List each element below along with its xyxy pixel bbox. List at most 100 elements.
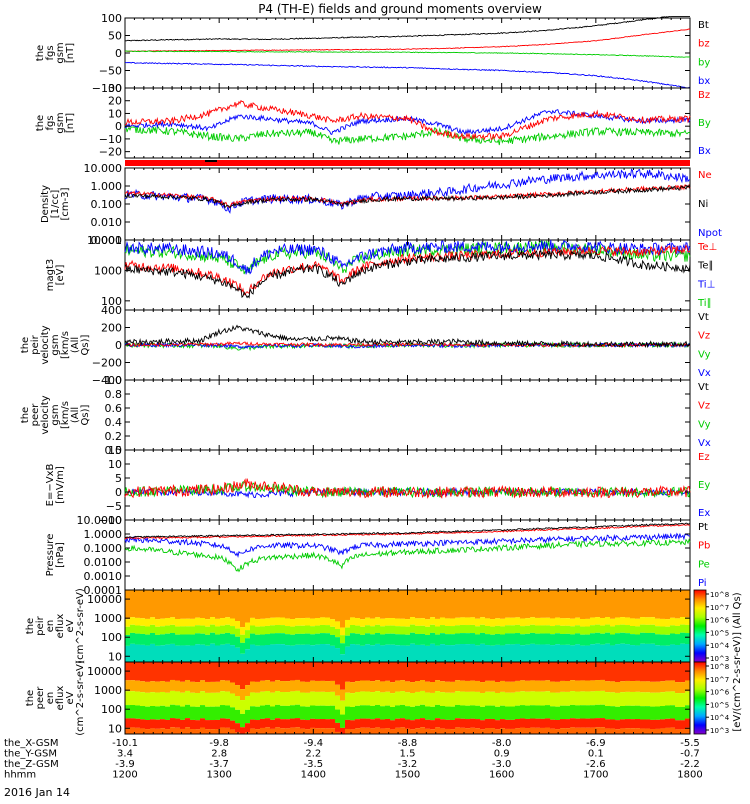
spectrogram-cell: [535, 727, 541, 734]
spectrogram-cell: [625, 705, 631, 720]
spectrogram-cell: [295, 618, 301, 626]
y-tick-label: 1000: [94, 684, 122, 697]
spectrogram-cell: [560, 691, 566, 706]
spectrogram-cell: [415, 728, 421, 734]
spectrogram-cell: [555, 633, 561, 645]
y-tick-label: 0.0: [105, 444, 123, 457]
series-line: [124, 185, 691, 209]
spectrogram-cell: [435, 727, 441, 734]
spectrogram-cell: [440, 681, 446, 693]
y-tick-label: 100: [101, 631, 122, 644]
x-axis-value: 1800: [677, 770, 702, 781]
x-axis-value: -6.9: [586, 738, 606, 749]
spectrogram-cell: [615, 617, 621, 626]
spectrogram-cell: [485, 590, 491, 619]
spectrogram-cell: [240, 642, 246, 654]
spectrogram-cell: [450, 590, 456, 619]
x-axis-value: 1600: [489, 770, 514, 781]
spectrogram-cell: [310, 691, 316, 706]
spectrogram-cell: [625, 719, 631, 729]
panel-frame: [124, 449, 691, 521]
spectrogram-cell: [385, 625, 391, 634]
spectrogram-cell: [380, 634, 386, 646]
spectrogram-cell: [520, 680, 526, 692]
spectrogram-cell: [290, 662, 296, 681]
spectrogram-cell: [340, 590, 346, 628]
spectrogram-cell: [465, 728, 471, 734]
spectrogram-cell: [510, 633, 516, 645]
spectrogram-cell: [130, 624, 136, 633]
spectrogram-cell: [235, 696, 241, 710]
spectrogram-cell: [135, 705, 141, 719]
spectrogram-cell: [600, 625, 606, 634]
legend-Vt: Vt: [698, 312, 709, 323]
legend-Pb: Pb: [698, 541, 710, 552]
spectrogram-cell: [540, 644, 546, 662]
spectrogram-cell: [285, 590, 291, 619]
spectrogram-cell: [585, 691, 591, 706]
legend-Bt: Bt: [698, 20, 709, 31]
spectrogram-cell: [215, 618, 221, 627]
colorbar-tick-label: 10^5: [710, 701, 729, 709]
spectrogram-cell: [525, 680, 531, 692]
spectrogram-cell: [230, 729, 236, 734]
spectrogram-cell: [305, 644, 311, 662]
spectrogram-cell: [355, 590, 361, 619]
spectrogram-cell: [435, 590, 441, 619]
spectrogram-cell: [315, 680, 321, 692]
spectrogram-cell: [665, 662, 671, 681]
spectrogram-cell: [375, 718, 381, 728]
spectrogram-cell: [635, 680, 641, 692]
spectrogram-cell: [550, 681, 556, 693]
spectrogram-cell: [510, 728, 516, 734]
spectrogram-cell: [145, 634, 151, 646]
spectrogram-cell: [635, 645, 641, 662]
spectrogram-cell: [630, 662, 636, 682]
spectrogram-cell: [465, 719, 471, 729]
spectrogram-cell: [180, 645, 186, 662]
spectrogram-cell: [240, 634, 246, 643]
series-line: [124, 538, 691, 573]
spectrogram-cell: [675, 634, 681, 646]
spectrogram-cell: [215, 729, 221, 734]
spectrogram-cell: [335, 709, 341, 723]
spectrogram-cell: [165, 662, 171, 682]
spectrogram-cell: [595, 662, 601, 681]
spectrogram-cell: [145, 590, 151, 619]
spectrogram-cell: [290, 680, 296, 692]
spectrogram-cell: [595, 718, 601, 728]
y-axis-label-line: en: [45, 692, 56, 705]
spectrogram-cell: [245, 723, 251, 733]
spectrogram-cell: [395, 634, 401, 646]
spectrogram-cell: [400, 626, 406, 635]
spectrogram-cell: [195, 693, 201, 707]
y-axis-label-line: [nPa]: [55, 542, 66, 568]
spectrogram-cell: [430, 720, 436, 730]
spectrogram-cell: [175, 718, 181, 728]
spectrogram-cell: [420, 718, 426, 728]
spectrogram-cell: [200, 662, 206, 681]
spectrogram-cell: [225, 727, 231, 734]
spectrogram-cell: [630, 618, 636, 626]
spectrogram-cell: [425, 645, 431, 662]
spectrogram-cell: [670, 633, 676, 645]
spectrogram-cell: [460, 691, 466, 706]
y-axis-label: the fgs gsm [nT]: [35, 112, 76, 133]
spectrogram-cell: [435, 626, 441, 635]
spectrogram-cell: [275, 691, 281, 705]
spectrogram-cell: [415, 719, 421, 729]
y-tick-label: 0: [115, 339, 122, 352]
spectrogram-cell: [500, 662, 506, 681]
colorbar-lower: [693, 661, 707, 735]
spectrogram-cell: [415, 691, 421, 706]
spectrogram-cell: [395, 626, 401, 635]
spectrogram-cell: [240, 689, 246, 701]
spectrogram-cell: [525, 662, 531, 681]
spectrogram-cell: [520, 727, 526, 734]
spectrogram-cell: [300, 633, 306, 645]
spectrogram-cell: [315, 590, 321, 618]
spectrogram-cell: [135, 625, 141, 634]
spectrogram-cell: [660, 706, 666, 720]
spectrogram-cell: [370, 590, 376, 619]
spectrogram-cell: [450, 618, 456, 627]
